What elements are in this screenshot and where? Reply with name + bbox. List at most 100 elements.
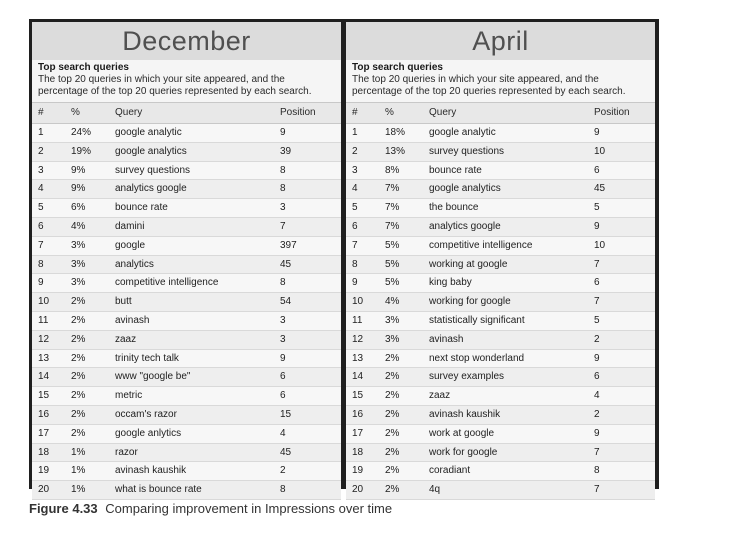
- december-description-line1: The top 20 queries in which your site ap…: [38, 74, 285, 85]
- table-row: 7 3% google 397: [32, 236, 341, 256]
- december-title: December: [32, 22, 341, 60]
- row-query: trinity tech talk: [115, 352, 179, 364]
- row-position: 2: [594, 408, 600, 420]
- table-row: 8 3% analytics 45: [32, 255, 341, 275]
- row-query: survey questions: [115, 164, 191, 176]
- row-num: 17: [352, 427, 364, 439]
- table-row: 2 19% google analytics 39: [32, 142, 341, 162]
- row-position: 397: [280, 239, 297, 251]
- row-num: 11: [352, 314, 363, 326]
- row-percent: 2%: [71, 408, 86, 420]
- row-position: 7: [280, 220, 286, 232]
- row-position: 5: [594, 202, 600, 214]
- row-query: occam's razor: [115, 408, 177, 420]
- row-query: avinash: [429, 333, 464, 345]
- row-position: 9: [594, 220, 600, 232]
- figure-frame: December Top search queries The top 20 q…: [29, 19, 659, 500]
- row-percent: 5%: [385, 258, 400, 270]
- row-percent: 18%: [385, 127, 406, 138]
- row-position: 9: [594, 127, 600, 138]
- table-row: 20 2% 4q 7: [346, 481, 655, 500]
- table-row: 1 24% google analytic 9: [32, 124, 341, 143]
- table-row: 19 2% coradiant 8: [346, 462, 655, 482]
- row-percent: 1%: [71, 465, 86, 477]
- row-percent: 8%: [385, 164, 400, 176]
- row-position: 3: [280, 333, 286, 345]
- row-query: king baby: [429, 277, 472, 289]
- row-percent: 2%: [71, 296, 86, 308]
- row-percent: 2%: [385, 446, 400, 458]
- december-panel: December Top search queries The top 20 q…: [32, 22, 341, 500]
- figure-label: Figure 4.33: [29, 501, 98, 516]
- row-position: 8: [280, 183, 286, 195]
- row-num: 5: [352, 202, 358, 214]
- table-row: 16 2% occam's razor 15: [32, 405, 341, 425]
- row-num: 8: [352, 258, 358, 270]
- table-row: 18 2% work for google 7: [346, 443, 655, 463]
- row-query: metric: [115, 390, 143, 402]
- table-row: 9 3% competitive intelligence 8: [32, 274, 341, 294]
- row-percent: 6%: [71, 202, 86, 214]
- row-position: 2: [280, 465, 286, 477]
- row-num: 12: [352, 333, 364, 345]
- table-row: 3 8% bounce rate 6: [346, 161, 655, 181]
- table-row: 9 5% king baby 6: [346, 274, 655, 294]
- row-percent: 2%: [71, 352, 86, 364]
- column-header-position: Position: [280, 107, 316, 118]
- row-num: 5: [38, 202, 44, 214]
- april-column-headers: # % Query Position: [346, 102, 655, 124]
- row-position: 7: [594, 296, 600, 308]
- table-row: 15 2% metric 6: [32, 387, 341, 406]
- row-num: 7: [38, 239, 44, 251]
- table-row: 3 9% survey questions 8: [32, 161, 341, 181]
- row-percent: 3%: [71, 277, 86, 289]
- table-row: 11 3% statistically significant 5: [346, 311, 655, 331]
- row-num: 3: [38, 164, 44, 176]
- table-row: 11 2% avinash 3: [32, 311, 341, 331]
- table-row: 20 1% what is bounce rate 8: [32, 481, 341, 500]
- april-subtitle: Top search queries: [352, 62, 443, 73]
- row-num: 19: [352, 465, 364, 477]
- row-num: 18: [352, 446, 364, 458]
- row-num: 10: [352, 296, 364, 308]
- april-panel: April Top search queries The top 20 quer…: [346, 22, 655, 500]
- row-query: google analytics: [429, 183, 501, 195]
- december-column-headers: # % Query Position: [32, 102, 341, 124]
- table-row: 12 3% avinash 2: [346, 330, 655, 350]
- table-row: 13 2% trinity tech talk 9: [32, 349, 341, 369]
- row-percent: 9%: [71, 164, 86, 176]
- row-query: coradiant: [429, 465, 471, 477]
- row-query: zaaz: [429, 390, 451, 402]
- row-query: analytics google: [429, 220, 501, 232]
- table-row: 16 2% avinash kaushik 2: [346, 405, 655, 425]
- row-query: analytics: [115, 258, 154, 270]
- table-row: 8 5% working at google 7: [346, 255, 655, 275]
- row-position: 4: [280, 427, 286, 439]
- row-percent: 2%: [385, 371, 400, 383]
- row-query: damini: [115, 220, 145, 232]
- row-num: 18: [38, 446, 50, 458]
- row-position: 6: [594, 371, 600, 383]
- row-position: 6: [594, 277, 600, 289]
- row-query: statistically significant: [429, 314, 525, 326]
- table-row: 14 2% www "google be" 6: [32, 368, 341, 388]
- row-query: work at google: [429, 427, 495, 439]
- row-num: 3: [352, 164, 358, 176]
- figure-caption-text: Comparing improvement in Impressions ove…: [105, 501, 393, 516]
- row-percent: 2%: [385, 484, 400, 496]
- april-rows: 1 18% google analytic 9 2 13% survey questions…: [346, 124, 655, 500]
- row-query: working at google: [429, 258, 508, 270]
- table-row: 12 2% zaaz 3: [32, 330, 341, 350]
- table-row: 6 7% analytics google 9: [346, 217, 655, 237]
- table-row: 6 4% damini 7: [32, 217, 341, 237]
- row-position: 8: [280, 484, 286, 496]
- december-rows: 1 24% google analytic 9 2 19% google analytics…: [32, 124, 341, 500]
- row-position: 3: [280, 202, 286, 214]
- row-percent: 24%: [71, 127, 92, 138]
- row-num: 13: [352, 352, 364, 364]
- april-description-line2: percentage of the top 20 queries represe…: [352, 85, 626, 97]
- row-num: 13: [38, 352, 50, 364]
- row-position: 8: [594, 465, 600, 477]
- row-query: www "google be": [115, 371, 191, 383]
- row-query: avinash kaushik: [429, 408, 501, 420]
